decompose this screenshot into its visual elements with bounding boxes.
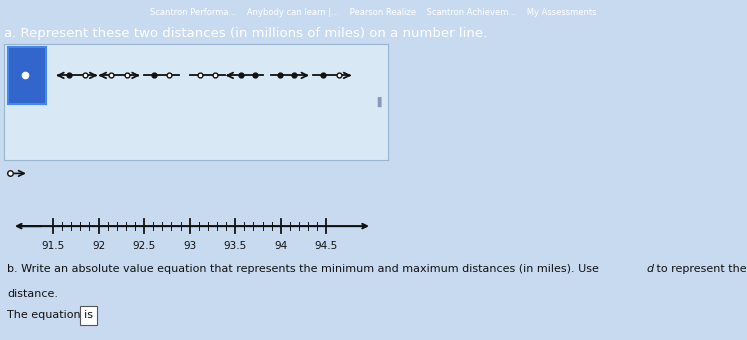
Text: The equation is: The equation is: [7, 310, 97, 320]
Text: distance.: distance.: [7, 289, 58, 299]
Text: 93.5: 93.5: [223, 241, 247, 251]
FancyBboxPatch shape: [7, 47, 46, 104]
Text: 92: 92: [92, 241, 105, 251]
Text: b. Write an absolute value equation that represents the minimum and maximum dist: b. Write an absolute value equation that…: [7, 264, 603, 274]
Text: 91.5: 91.5: [41, 241, 65, 251]
FancyBboxPatch shape: [80, 306, 96, 325]
Text: d: d: [647, 264, 654, 274]
Text: 94: 94: [274, 241, 288, 251]
Text: ▐: ▐: [374, 97, 381, 107]
Text: Scantron Performa...    Anybody can learn |...    Pearson Realize    Scantron Ac: Scantron Performa... Anybody can learn |…: [150, 8, 597, 17]
Text: a. Represent these two distances (in millions of miles) on a number line.: a. Represent these two distances (in mil…: [4, 27, 487, 40]
Text: 93: 93: [183, 241, 196, 251]
Text: 94.5: 94.5: [314, 241, 338, 251]
Text: to represent the: to represent the: [653, 264, 746, 274]
Text: 92.5: 92.5: [132, 241, 155, 251]
